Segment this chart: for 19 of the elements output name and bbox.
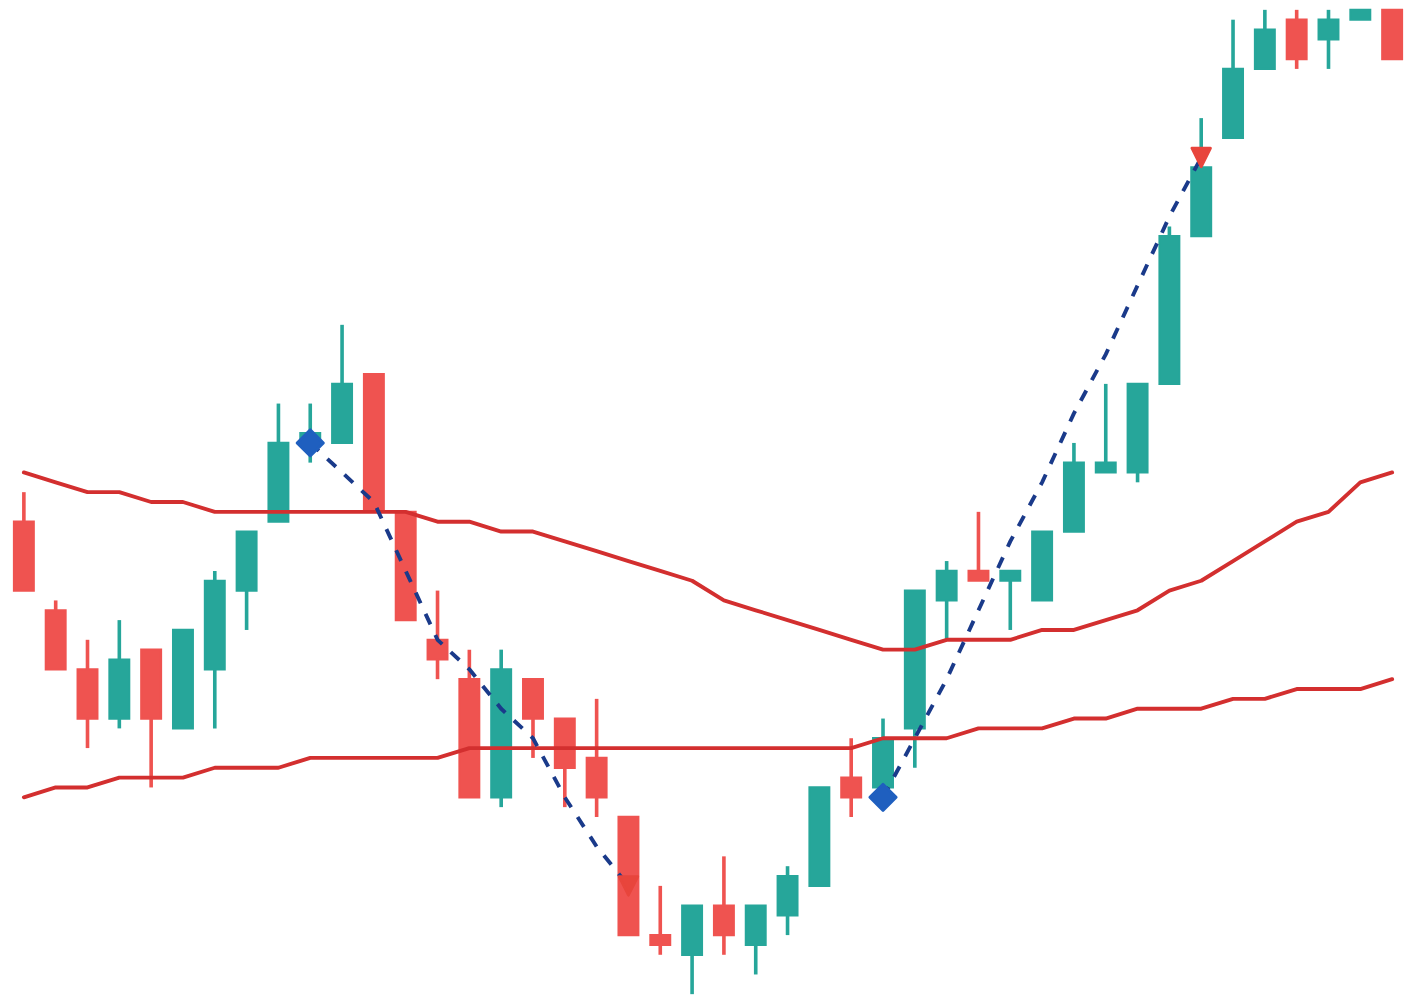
- candlestick: [744, 903, 767, 977]
- candlestick: [967, 510, 990, 583]
- candlestick: [1317, 8, 1340, 71]
- candlestick: [776, 864, 799, 937]
- candlestick: [426, 588, 449, 681]
- point: [1190, 146, 1212, 169]
- candlestick: [840, 736, 863, 819]
- candlestick: [649, 884, 672, 957]
- candlestick: [1253, 8, 1276, 71]
- candlestick: [999, 569, 1022, 632]
- candlestick: [935, 559, 958, 642]
- candlestick: [1094, 382, 1117, 475]
- candlestick: [712, 854, 735, 957]
- point: [617, 875, 640, 897]
- candlestick: [1285, 8, 1308, 71]
- candlestick: [585, 697, 608, 819]
- point: [868, 782, 898, 812]
- point: [295, 428, 325, 458]
- candlestick: [522, 677, 544, 760]
